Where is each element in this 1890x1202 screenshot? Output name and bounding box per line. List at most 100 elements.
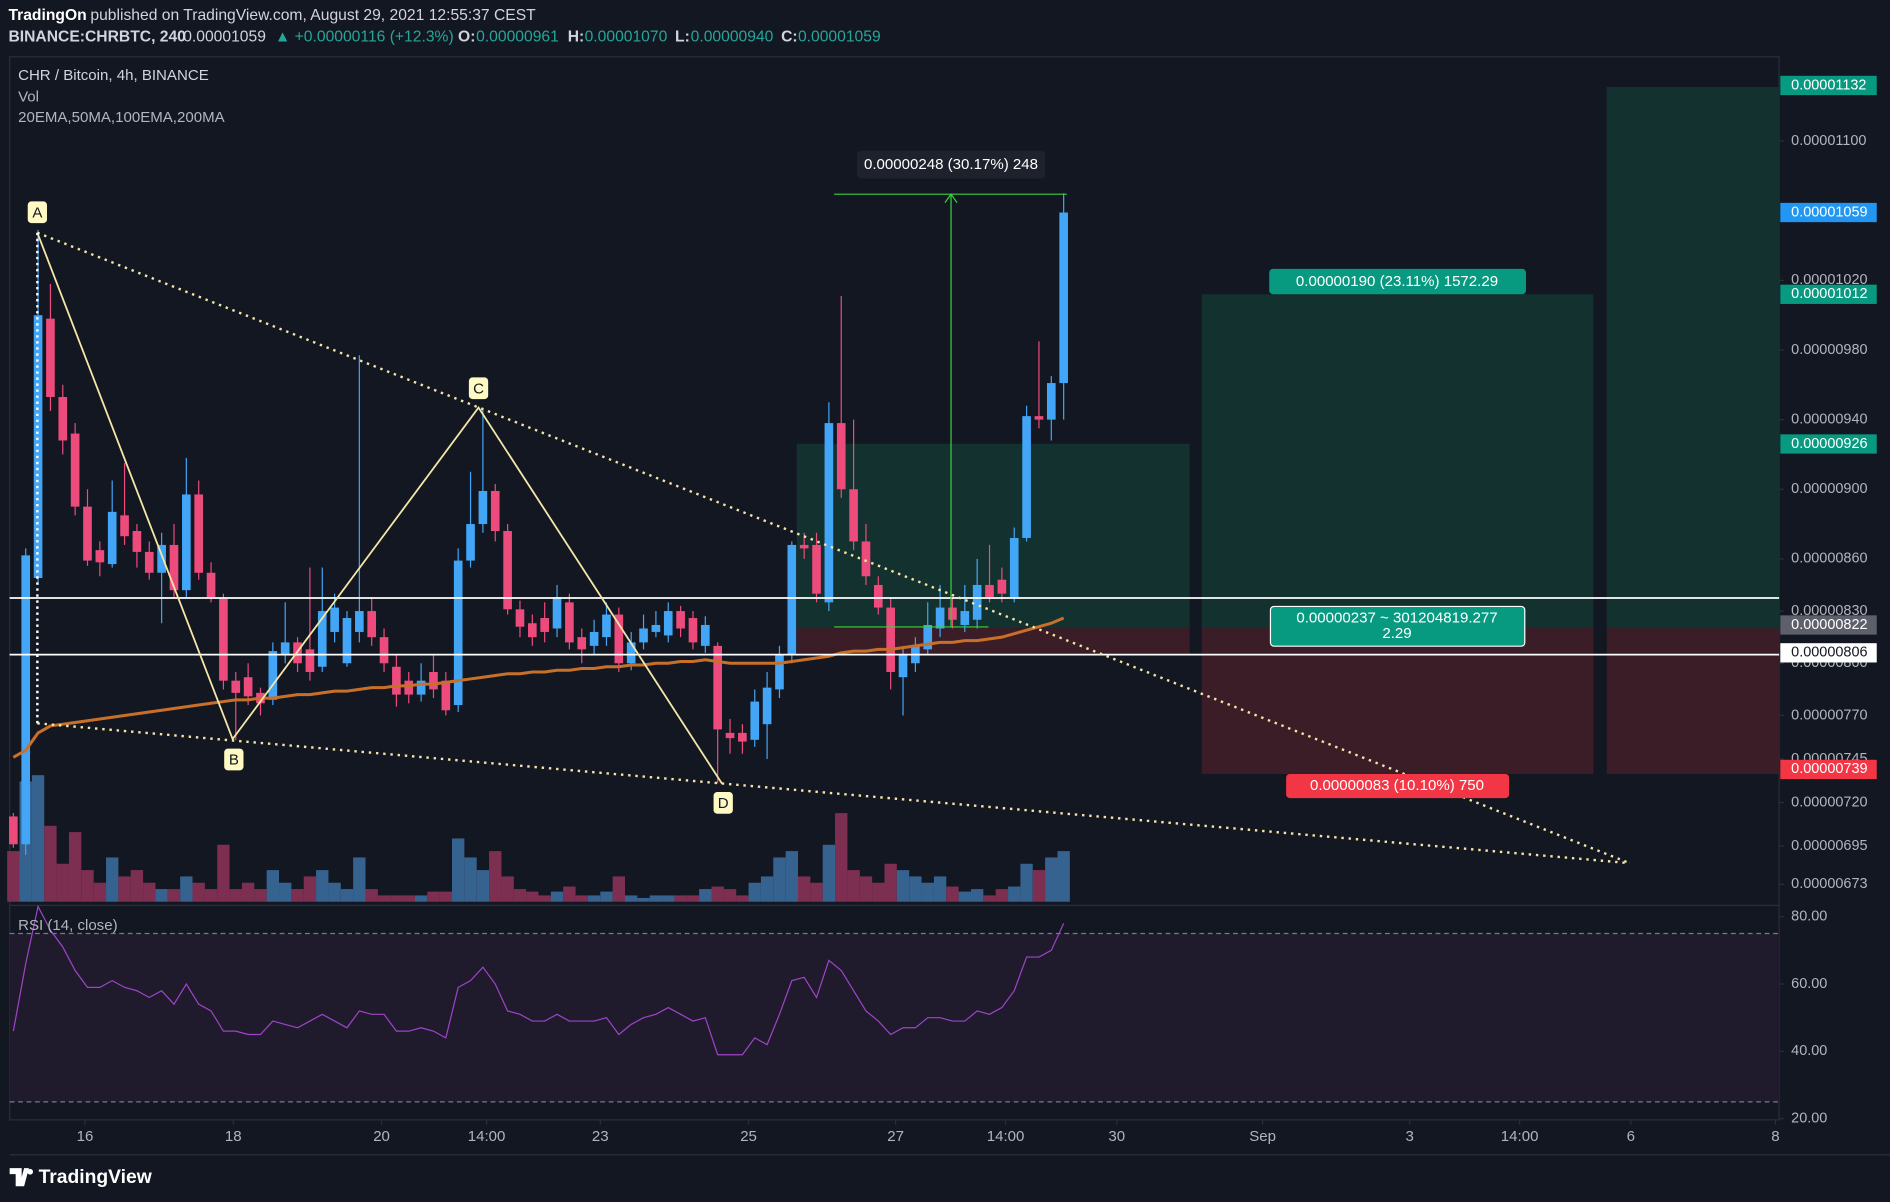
rsi-tick-label: 80.00 (1791, 908, 1827, 924)
y-tick-label: 0.00000830 (1791, 603, 1867, 619)
volume-bar (155, 889, 168, 902)
candle-body (663, 611, 673, 636)
price-label-box (1780, 75, 1877, 96)
volume-bar (723, 889, 737, 902)
candle-body (540, 618, 550, 632)
candle-body (1059, 212, 1068, 384)
volume-bar (699, 889, 712, 902)
candle-body (676, 611, 685, 629)
price-label: 0.00001059 (1791, 204, 1867, 220)
candle-body (243, 677, 253, 697)
volume-bar (464, 857, 477, 902)
y-tick-label: 0.00000720 (1791, 794, 1867, 810)
volume-bar (575, 895, 588, 902)
pattern-labels: A B C D (27, 201, 733, 814)
candle-body (589, 631, 599, 646)
volume-bar (390, 895, 403, 902)
chart-title: CHR / Bitcoin, 4h, BINANCE (18, 67, 209, 84)
volume-bar (760, 876, 774, 902)
label-box (713, 792, 733, 814)
profit-zone (1606, 86, 1780, 629)
stop-box (1286, 773, 1510, 799)
volume-bar (649, 895, 663, 902)
published: published on TradingView.com, August 29,… (90, 7, 536, 24)
volume-bar (563, 886, 576, 902)
volume-bar (822, 844, 836, 902)
measure-text: 0.00000248 (30.17%) 248 (864, 156, 1038, 173)
rsi-band-fill (9, 933, 1780, 1102)
volume-bar (970, 889, 984, 902)
volume-bar (797, 876, 811, 902)
candle-body (453, 560, 463, 706)
open-label: O: (458, 29, 475, 46)
volume-bar (93, 882, 107, 902)
rr-box (1269, 605, 1526, 647)
target-text: 0.00000190 (23.11%) 1572.29 (1296, 273, 1498, 290)
candle-body (935, 607, 945, 629)
volume-bar (143, 882, 156, 902)
volume-bar (674, 895, 687, 902)
x-tick-label: 6 (1627, 1128, 1635, 1145)
candle-body (898, 654, 908, 678)
volume-bar (859, 876, 873, 902)
candle-body (330, 607, 339, 632)
volume-bar (204, 889, 218, 902)
x-tick-label: 14:00 (1501, 1128, 1539, 1145)
candle-body (9, 816, 18, 845)
plot (7, 193, 1780, 1103)
candle-body (985, 584, 994, 598)
volume-bar (402, 895, 415, 902)
label-box (27, 201, 48, 224)
volume-bar (279, 882, 292, 902)
volume-bar (241, 882, 255, 902)
candle-body (762, 687, 772, 725)
candle-body (738, 732, 747, 742)
volume-bar (68, 832, 82, 902)
volume-bar (303, 876, 317, 902)
volume-bar (896, 870, 910, 902)
candle-body (651, 624, 661, 632)
volume-bar (662, 895, 675, 902)
x-tick-label: 14:00 (987, 1128, 1025, 1145)
candle-body (552, 597, 562, 629)
volume-bar (365, 889, 378, 902)
ma-line (12, 616, 1065, 759)
measure-box (857, 150, 1046, 179)
candle-body (886, 607, 895, 672)
volume-bar (180, 876, 193, 902)
price-label-box (1780, 759, 1877, 780)
volume-bar (587, 895, 601, 902)
candle-body (836, 423, 846, 490)
x-tick-label: 16 (77, 1128, 94, 1145)
y-tick-label: 0.00001100 (1791, 133, 1866, 149)
candle-body (972, 584, 982, 620)
candle-body (157, 544, 166, 573)
volume-bar (785, 851, 798, 902)
candle-body (58, 396, 68, 441)
candle-body (787, 544, 797, 655)
candle-body (95, 550, 105, 563)
volume-bar (328, 882, 341, 902)
x-tick-label: 30 (1108, 1128, 1125, 1145)
volume-bar (427, 891, 440, 902)
candle-body (268, 651, 278, 700)
y-tick-label: 0.00000900 (1791, 481, 1867, 497)
candle-body (1022, 416, 1031, 538)
x-tick-label: 23 (592, 1128, 609, 1145)
pattern-label: D (718, 795, 729, 812)
candle-body (602, 614, 611, 638)
candle-body (132, 531, 142, 552)
volume-bar (31, 775, 45, 902)
x-tick-label: 3 (1405, 1128, 1413, 1145)
candle-body (379, 637, 389, 664)
volume-bar (1057, 851, 1070, 902)
label-box (468, 377, 489, 400)
candle-body (700, 624, 710, 646)
symbol: BINANCE:CHRBTC, 240 (8, 29, 186, 46)
candle-body (490, 490, 500, 532)
candle-body (367, 611, 377, 638)
low-label: L: (675, 29, 690, 46)
candle-body (144, 551, 154, 573)
price-label: 0.00000822 (1791, 617, 1867, 633)
